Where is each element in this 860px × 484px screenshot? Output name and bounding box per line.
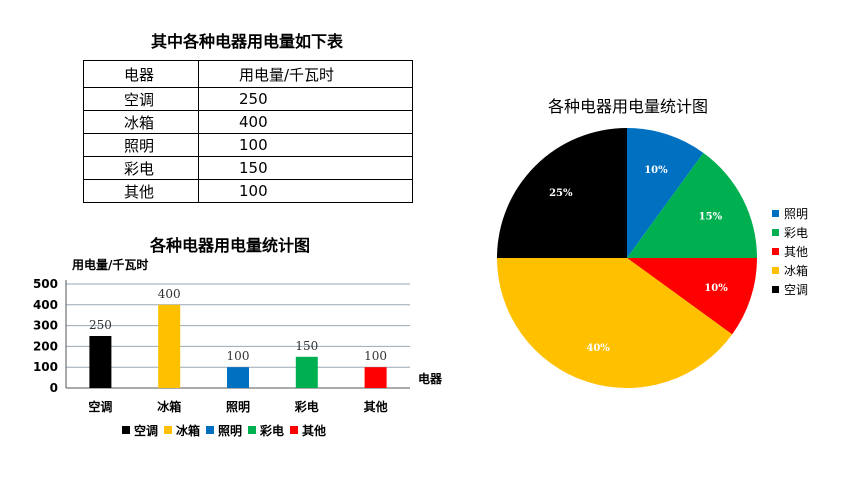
pie-data-label: 10% [704,283,728,294]
legend-label: 其他 [784,245,808,259]
legend-label: 冰箱 [176,423,200,438]
bar-彩电 [295,356,318,388]
legend-swatch [164,426,172,434]
data-label: 100 [364,349,387,363]
pie-data-label: 25% [549,188,573,199]
table-cell: 100 [198,179,413,203]
table-cell: 250 [198,87,413,111]
legend-swatch [290,426,298,434]
data-label: 400 [158,287,181,301]
legend-label: 彩电 [259,423,284,438]
y-tick-label: 400 [33,298,58,312]
table-row: 冰箱 400 [83,110,413,134]
table-header-cell: 电器 [83,60,199,88]
pie-data-label: 40% [586,343,610,354]
legend-label: 空调 [784,283,808,297]
x-tick-label: 冰箱 [157,399,181,414]
legend-label: 彩电 [784,226,808,240]
bar-chart: 用电量/千瓦时 0 100 200 300 400 500 250 空调 400 冰箱 100 照明 15… [33,257,443,438]
pie-slice-空调 [497,128,627,258]
table-cell: 照明 [83,133,199,157]
pie-slice-彩电 [627,152,757,258]
table-row: 照明 100 [83,133,413,157]
table-row: 彩电 150 [83,156,413,180]
bar-空调 [89,336,112,388]
y-tick-label: 500 [33,277,58,291]
legend-swatch [772,286,779,293]
bar-其他 [364,367,387,388]
legend-label: 空调 [134,423,158,438]
pie-slice-其他 [627,258,757,335]
table-cell: 100 [198,133,413,157]
legend-swatch [206,426,214,434]
x-tick-label: 彩电 [294,399,319,414]
x-axis-label: 电器 [418,371,443,386]
table-cell: 冰箱 [83,110,199,134]
y-axis-label: 用电量/千瓦时 [71,257,148,272]
table-header-row: 电器 用电量/千瓦时 [83,60,413,88]
bar-照明 [227,367,249,388]
table-title: 其中各种电器用电量如下表 [150,32,343,51]
data-label: 150 [295,339,318,353]
pie-data-label: 10% [644,165,668,176]
usage-table: 电器 用电量/千瓦时 空调 250 冰箱 400 照明 100 彩电 150 其他 100 [83,60,413,203]
legend-label: 照明 [784,207,808,221]
legend-swatch [122,426,130,434]
table-cell: 空调 [83,87,199,111]
data-label: 250 [89,318,112,332]
bar-chart-title: 各种电器用电量统计图 [149,236,310,255]
table-header-cell: 用电量/千瓦时 [198,60,413,88]
data-label: 100 [227,349,250,363]
pie-data-label: 15% [699,212,723,223]
pie-chart-title: 各种电器用电量统计图 [547,97,708,116]
table-cell: 400 [198,110,413,134]
legend-label: 其他 [302,423,326,438]
table-row: 其他 100 [83,179,413,203]
legend-swatch [248,426,256,434]
y-tick-label: 300 [33,319,58,333]
legend-label: 冰箱 [784,263,808,278]
bar-冰箱 [158,304,181,388]
table-cell: 150 [198,156,413,180]
pie-slice-照明 [627,128,704,258]
legend-swatch [772,229,779,236]
table-cell: 彩电 [83,156,199,180]
y-tick-label: 0 [50,381,58,395]
x-tick-label: 其他 [364,399,388,414]
x-tick-label: 照明 [226,399,250,414]
y-tick-label: 200 [33,339,58,353]
legend-label: 照明 [218,423,242,438]
table-cell: 其他 [83,179,199,203]
table-row: 空调 250 [83,87,413,111]
x-tick-label: 空调 [88,399,112,414]
pie-slice-冰箱 [497,258,733,388]
y-tick-label: 100 [33,360,58,374]
legend-swatch [772,267,779,274]
legend-swatch [772,248,779,255]
legend-swatch [772,210,779,217]
